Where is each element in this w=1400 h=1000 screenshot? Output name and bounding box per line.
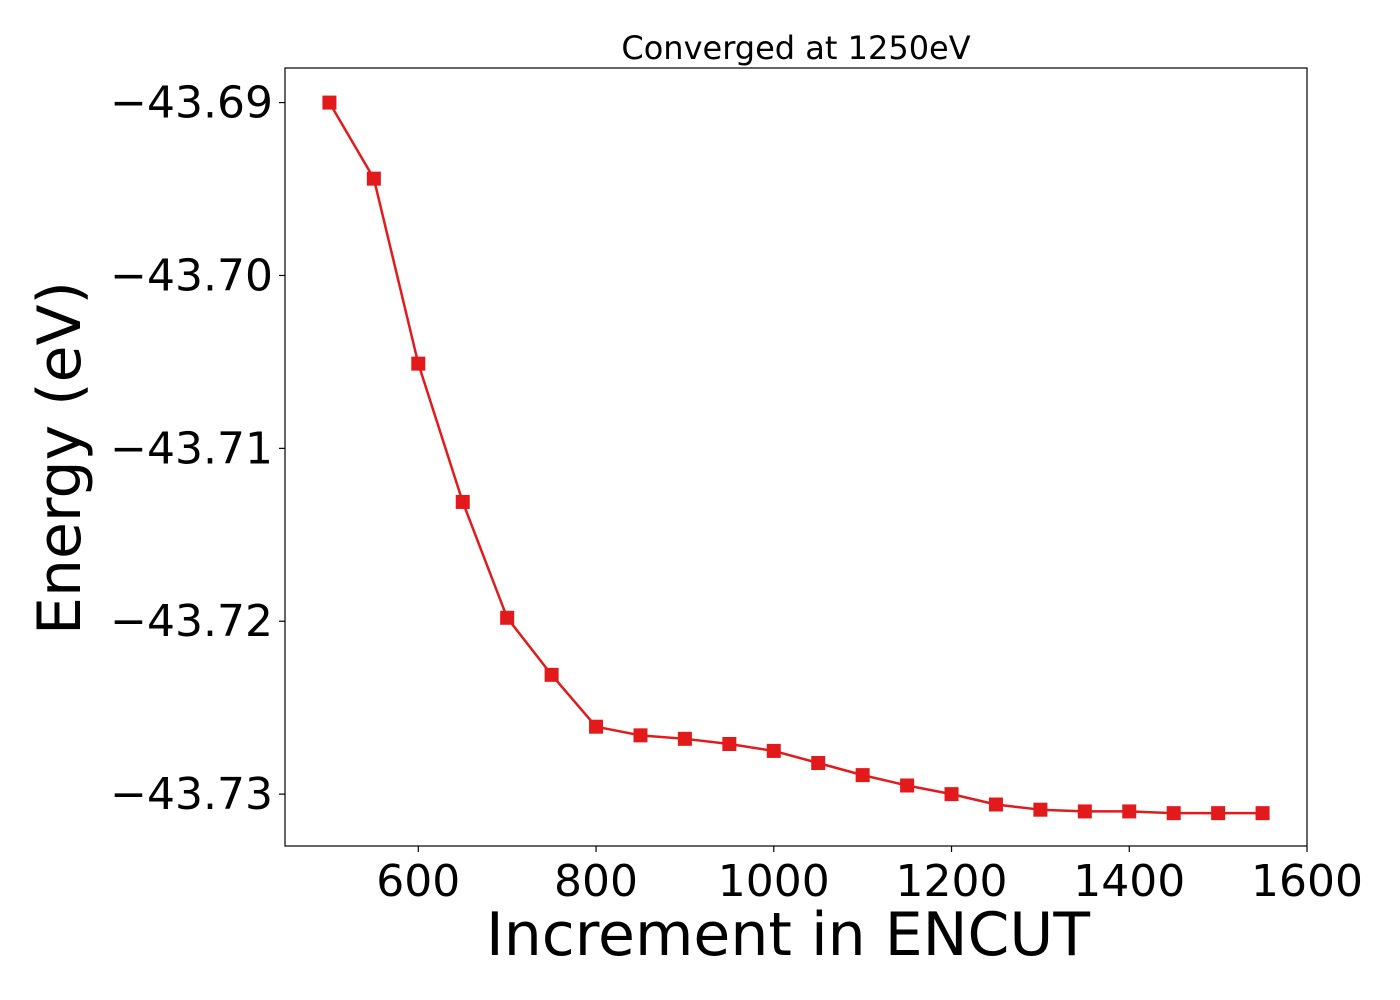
y-axis-title: Energy (eV) bbox=[25, 281, 95, 635]
data-point-marker bbox=[722, 737, 737, 751]
data-point-marker bbox=[900, 778, 915, 793]
data-point-marker bbox=[411, 356, 426, 371]
data-point-marker bbox=[1166, 806, 1181, 821]
data-point-marker bbox=[589, 719, 604, 734]
x-tick-label: 1600 bbox=[1251, 856, 1363, 907]
x-tick-label: 800 bbox=[554, 856, 638, 907]
data-point-marker bbox=[544, 667, 559, 682]
data-point-marker bbox=[944, 787, 959, 802]
data-point-marker bbox=[455, 494, 470, 509]
y-tick-label: −43.73 bbox=[110, 769, 273, 820]
data-point-marker bbox=[1033, 802, 1048, 817]
ticks-layer: 600 800 1000 1200 1400 1600 −43.69 −43.70 −43.71… bbox=[110, 78, 1363, 907]
x-tick-label: 1200 bbox=[896, 856, 1008, 907]
data-point-marker bbox=[1122, 804, 1137, 819]
x-tick-label: 600 bbox=[376, 856, 460, 907]
x-axis-title: Increment in ENCUT bbox=[486, 900, 1090, 970]
series-layer bbox=[322, 95, 1270, 821]
data-point-marker bbox=[500, 610, 515, 625]
data-point-marker bbox=[811, 756, 826, 771]
y-tick-label: −43.69 bbox=[110, 78, 273, 129]
chart-title: Converged at 1250eV bbox=[621, 29, 970, 67]
x-tick-label: 1000 bbox=[718, 856, 830, 907]
data-point-marker bbox=[855, 768, 870, 783]
data-point-marker bbox=[322, 95, 337, 110]
y-tick-label: −43.71 bbox=[110, 423, 273, 474]
data-point-marker bbox=[633, 728, 648, 743]
data-point-marker bbox=[988, 797, 1003, 812]
data-point-marker bbox=[1211, 806, 1226, 821]
data-point-marker bbox=[1255, 806, 1270, 821]
x-tick-label: 1400 bbox=[1073, 856, 1185, 907]
data-point-marker bbox=[1077, 804, 1092, 819]
data-point-marker bbox=[766, 743, 781, 758]
series-line bbox=[328, 101, 1263, 815]
y-tick-label: −43.70 bbox=[110, 250, 273, 301]
data-point-marker bbox=[677, 731, 692, 746]
plot-area-frame bbox=[284, 67, 1308, 847]
y-tick-label: −43.72 bbox=[110, 596, 273, 647]
data-point-marker bbox=[366, 171, 381, 186]
